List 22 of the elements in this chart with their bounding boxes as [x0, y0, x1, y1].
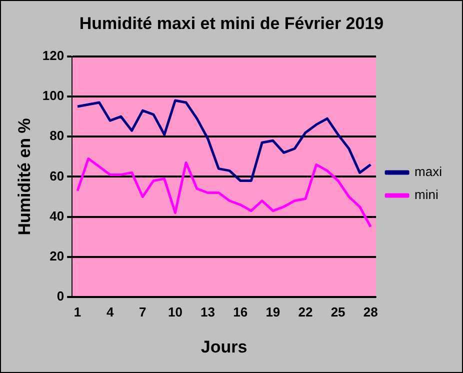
y-tick-label: 80 [50, 128, 64, 144]
x-tick-label: 25 [330, 304, 346, 320]
legend-label: mini [414, 187, 438, 202]
x-tick-label: 1 [74, 304, 82, 320]
chart-title: Humidité maxi et mini de Février 2019 [79, 14, 384, 33]
x-tick-label: 19 [266, 304, 280, 320]
x-axis-title: Jours [200, 337, 248, 356]
x-tick-label: 28 [363, 304, 378, 320]
x-tick-label: 22 [298, 304, 313, 320]
x-tick-label: 7 [139, 304, 146, 320]
y-tick-label: 0 [56, 288, 64, 304]
y-tick-label: 100 [42, 88, 64, 104]
legend-label: maxi [414, 164, 442, 180]
y-tick-label: 60 [50, 168, 64, 184]
x-tick-label: 4 [106, 304, 114, 320]
x-tick-label: 10 [168, 304, 182, 320]
y-axis-title: Humidité en % [14, 118, 34, 236]
y-tick-label: 40 [50, 208, 64, 224]
x-tick-label: 16 [233, 304, 248, 320]
y-tick-label: 120 [42, 48, 64, 63]
x-tick-label: 13 [200, 304, 216, 320]
y-tick-label: 20 [50, 248, 64, 264]
